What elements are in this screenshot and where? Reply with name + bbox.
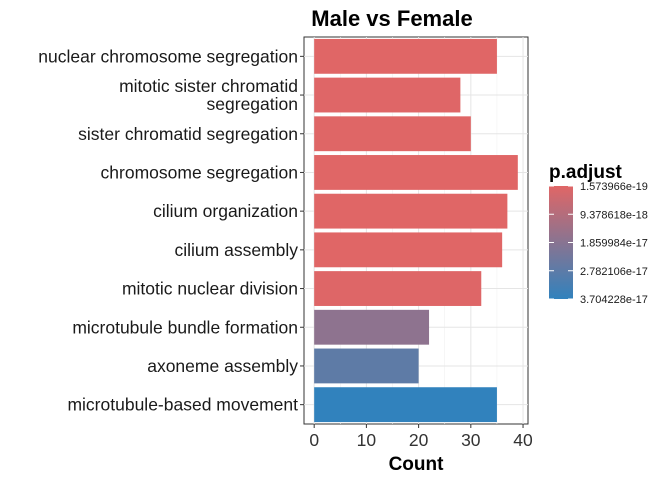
category-label: segregation	[207, 94, 298, 114]
x-tick-label: 40	[513, 430, 533, 450]
category-label: sister chromatid segregation	[78, 124, 298, 144]
x-tick-label: 0	[309, 430, 319, 450]
chart-title: Male vs Female	[311, 6, 472, 31]
category-label: mitotic nuclear division	[122, 279, 298, 299]
bar	[314, 155, 518, 190]
legend-ticks: 1.573966e-19 9.378618e-18 1.859984e-17 2.78…	[549, 181, 648, 306]
bar	[314, 193, 508, 229]
legend-tick-label: 1.859984e-17	[580, 238, 648, 250]
category-label: nuclear chromosome segregation	[38, 46, 298, 66]
category-label: microtubule-based movement	[67, 395, 298, 415]
x-axis-label: Count	[389, 454, 445, 475]
category-labels: nuclear chromosome segregation mitotic si…	[38, 46, 304, 415]
category-label: axoneme assembly	[147, 356, 298, 376]
bar	[314, 77, 461, 113]
x-tick-label: 30	[461, 430, 481, 450]
bar	[314, 232, 503, 268]
category-label: mitotic sister chromatid	[119, 76, 298, 96]
x-tick-label: 20	[409, 430, 429, 450]
category-label: chromosome segregation	[101, 162, 298, 182]
legend: p.adjust 1.573966e-19 9.378618e-18 1.85998…	[549, 162, 648, 306]
category-label: cilium organization	[153, 201, 298, 221]
bars-group	[314, 38, 518, 423]
x-axis: 0 10 20 30 40	[309, 424, 533, 450]
bar	[314, 387, 497, 423]
legend-tick-label: 1.573966e-19	[580, 181, 648, 193]
x-tick-label: 10	[357, 430, 377, 450]
legend-title: p.adjust	[549, 162, 623, 183]
bar	[314, 116, 471, 152]
bar	[314, 38, 497, 74]
legend-tick-label: 3.704228e-17	[580, 294, 648, 306]
category-label: microtubule bundle formation	[72, 317, 298, 337]
legend-tick-label: 9.378618e-18	[580, 209, 648, 221]
category-label: cilium assembly	[175, 240, 299, 260]
legend-tick-label: 2.782106e-17	[580, 266, 648, 278]
bar	[314, 271, 482, 306]
bar	[314, 348, 419, 384]
bar	[314, 309, 430, 345]
